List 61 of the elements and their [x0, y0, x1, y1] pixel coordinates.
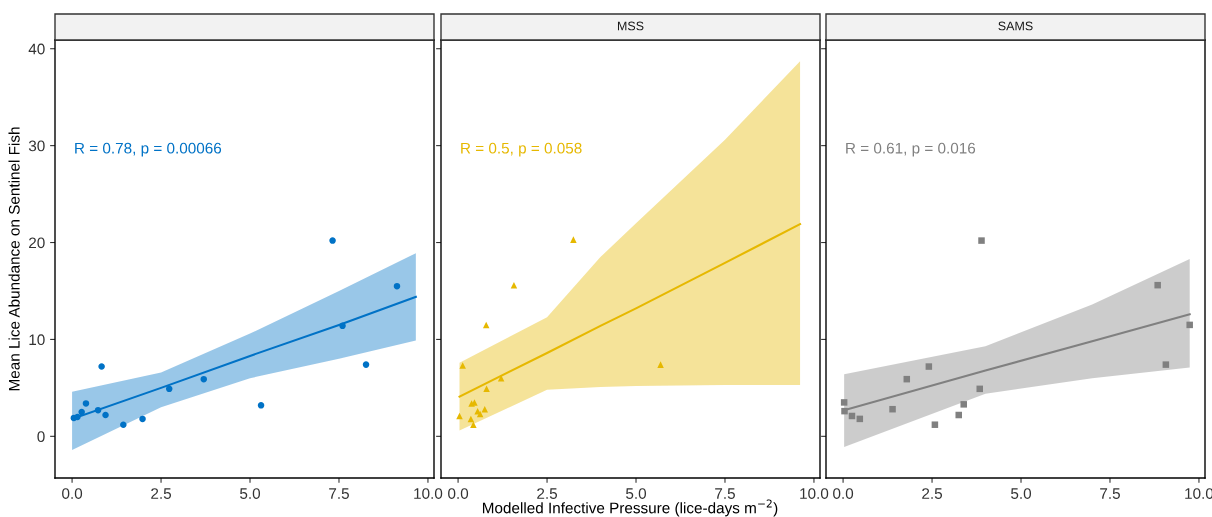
- x-tick-label: 5.0: [626, 488, 647, 499]
- point: [931, 421, 939, 428]
- point: [120, 421, 127, 428]
- point: [78, 408, 85, 416]
- point: [841, 407, 848, 415]
- point: [362, 361, 370, 368]
- point: [470, 421, 477, 428]
- x-tick-label: 0.0: [833, 488, 854, 499]
- chart-title: MSS: [617, 21, 644, 31]
- y-tick-label: 40: [28, 43, 45, 55]
- point: [94, 406, 102, 414]
- x-tick-label: 7.5: [329, 488, 349, 499]
- point: [978, 237, 985, 244]
- x-tick-label: 2.5: [537, 488, 558, 499]
- point: [570, 236, 577, 243]
- annotation: R = 0.61, p = 0.016: [846, 142, 976, 157]
- point: [1186, 321, 1193, 329]
- point: [329, 237, 336, 244]
- x-tick-label: 0.0: [448, 488, 469, 499]
- y-tick-label: 30: [28, 140, 45, 152]
- point: [339, 322, 346, 330]
- point: [1154, 281, 1161, 289]
- point: [840, 399, 848, 406]
- point: [467, 415, 475, 423]
- point: [889, 405, 896, 413]
- point: [102, 411, 109, 419]
- x-tick-label: 10.0: [414, 488, 443, 499]
- point: [471, 399, 478, 406]
- point: [393, 282, 401, 290]
- x-tick-label: 0.0: [62, 488, 83, 499]
- y-tick-label: 0: [37, 431, 45, 443]
- point: [1162, 361, 1170, 368]
- x-tick-label: 7.5: [715, 488, 735, 499]
- chart-title: SAMS: [998, 21, 1033, 31]
- x-tick-label: 7.5: [1100, 488, 1120, 499]
- point: [976, 385, 983, 393]
- y-axis-title: Mean Lice Abundance on Sentinel Fish: [8, 127, 20, 391]
- x-tick-label: 5.0: [1011, 488, 1032, 499]
- x-tick-label: 2.5: [151, 488, 172, 499]
- point: [82, 400, 90, 407]
- point: [955, 411, 962, 419]
- x-axis-title: Modelled Infective Pressure (lice-days m$^{−2}$): [482, 499, 778, 517]
- point: [165, 385, 173, 393]
- x-tick-label: 10.0: [800, 488, 829, 499]
- point: [74, 413, 81, 421]
- annotation: R = 0.78, p = 0.00066: [75, 142, 222, 157]
- point: [482, 321, 490, 329]
- point: [657, 361, 664, 368]
- annotation: R = 0.5, p = 0.058: [461, 142, 582, 157]
- point: [139, 415, 146, 423]
- y-tick-label: 20: [29, 237, 45, 249]
- point: [98, 363, 105, 370]
- y-tick-label: 10: [29, 334, 45, 346]
- point: [459, 362, 466, 369]
- point: [200, 375, 208, 383]
- point: [481, 405, 489, 413]
- x-tick-label: 5.0: [240, 488, 261, 499]
- point: [925, 363, 933, 370]
- point: [960, 401, 967, 408]
- x-tick-label: 2.5: [922, 488, 943, 499]
- point: [257, 402, 265, 409]
